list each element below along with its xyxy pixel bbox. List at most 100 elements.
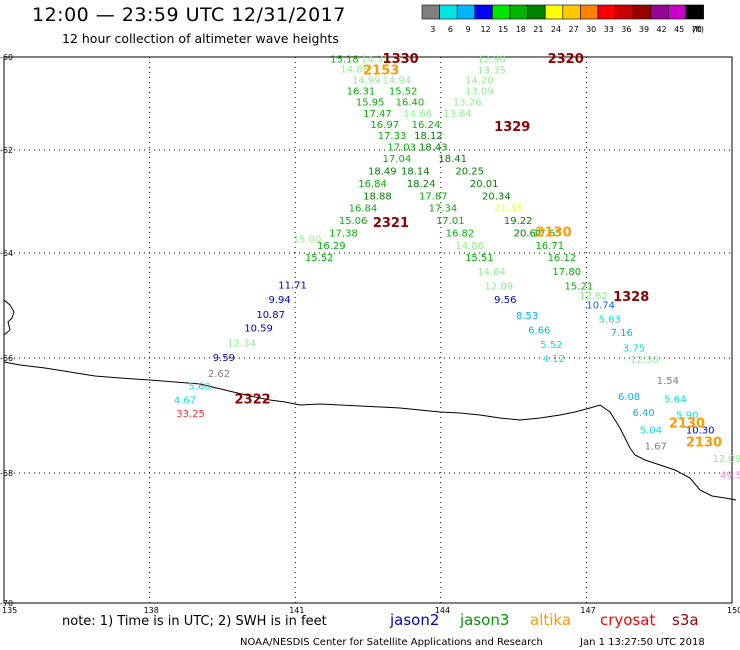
scale-tick-label: 33 (604, 25, 614, 34)
legend-entry: cryosat (600, 611, 655, 629)
wave-height-value: 5.90 (676, 410, 698, 421)
wave-height-value: 20.61 (514, 228, 543, 239)
wave-height-value: 12.90 (477, 54, 506, 65)
scale-swatch (544, 4, 564, 20)
wave-height-value: 18.49 (368, 167, 397, 178)
wave-height-value: 7.16 (611, 328, 633, 339)
wave-height-value: 12.09 (713, 454, 740, 465)
scale-tick-label: 39 (639, 25, 649, 34)
wave-height-value: 15.18 (330, 54, 359, 65)
wave-height-value: 17.01 (436, 216, 465, 227)
wave-height-value: 17.03 (387, 142, 416, 153)
timestamp-text: Jan 1 13:27:50 UTC 2018 (579, 637, 705, 648)
wave-height-value: 5.63 (599, 315, 621, 326)
legend-entry: s3a (672, 611, 699, 629)
wave-height-value: 12.34 (227, 338, 256, 349)
wave-height-value: 13.09 (465, 86, 494, 97)
wave-height-value: 33.25 (176, 409, 205, 420)
plot-frame (3, 56, 733, 604)
legend-entry: altika (530, 611, 571, 629)
scale-swatch (456, 4, 476, 20)
scale-swatch (439, 4, 458, 20)
wave-height-value: 5.52 (540, 340, 562, 351)
scale-tick-label: 12 (481, 25, 491, 34)
wave-height-value: 10.59 (244, 324, 273, 335)
wave-height-value: 5.60 (188, 382, 210, 393)
wave-height-value: 6.40 (633, 408, 655, 419)
wave-height-value: 49.55 (720, 470, 740, 481)
wave-height-value: 16.71 (535, 241, 564, 252)
wave-height-value: 14.66 (403, 109, 432, 120)
scale-tick-label: 30 (586, 25, 596, 34)
legend-entry: jason3 (459, 611, 509, 629)
longitude-labels: 135 138 141 144 147 150 (2, 606, 740, 615)
scale-swatch (632, 4, 652, 20)
wave-height-value: 19.22 (504, 216, 533, 227)
pass-time-label: 1330 (383, 52, 419, 67)
wave-height-value: 18.12 (414, 131, 443, 142)
scale-tick-label: 27 (569, 25, 579, 34)
map-title: 12:00 — 23:59 UTC 12/31/2017 (32, 4, 346, 26)
wave-height-value: 14.99 (352, 75, 381, 86)
longitude-label: 144 (435, 606, 450, 615)
wave-height-value: 5.04 (640, 425, 662, 436)
wave-height-value: 16.31 (347, 86, 376, 97)
wave-height-value: 15.21 (565, 282, 594, 293)
scale-swatch (668, 4, 687, 20)
wave-height-value: 10.87 (256, 310, 285, 321)
wave-height-value: 3.75 (623, 344, 645, 355)
wave-height-value: 10.30 (686, 425, 715, 436)
wave-height-value: 16.40 (396, 98, 425, 109)
longitude-label: 147 (580, 606, 595, 615)
wave-height-value: 16.29 (317, 241, 346, 252)
wave-height-value: 14.34 (361, 54, 390, 65)
wave-height-value: 21.35 (494, 204, 523, 215)
wave-height-value: 17.33 (378, 131, 407, 142)
scale-tick-label: 15 (498, 25, 508, 34)
latitude-label: -60 (0, 53, 13, 62)
latitude-label: -70 (0, 599, 13, 608)
wave-height-value: 1.67 (645, 441, 667, 452)
pass-time-label: 2153 (363, 64, 399, 79)
wave-height-value: 14.94 (383, 75, 412, 86)
wave-height-value: 14.20 (465, 75, 494, 86)
scale-swatch (685, 4, 704, 20)
scale-tick-label: 36 (621, 25, 631, 34)
wave-height-value: 12.89 (484, 282, 513, 293)
wave-height-value: 17.47 (363, 109, 392, 120)
pass-time-label: 2321 (373, 216, 409, 231)
wave-height-value: 17.38 (329, 228, 358, 239)
wave-height-value: 8.53 (516, 311, 538, 322)
scale-tick-label: 24 (551, 25, 561, 34)
wave-height-value: 16.12 (548, 253, 577, 264)
wave-height-value: 14.86 (455, 241, 484, 252)
note-text: note: 1) Time is in UTC; 2) SWH is in fe… (62, 614, 327, 629)
wave-height-value: 11.71 (278, 281, 307, 292)
scale-swatch (509, 4, 528, 20)
wave-height-value: 15.51 (465, 253, 494, 264)
scale-tick-label: 21 (533, 25, 543, 34)
wave-height-value: 2.62 (208, 369, 230, 380)
wave-height-value: 14.84 (477, 267, 506, 278)
wave-height-value: 9.56 (494, 295, 516, 306)
antarctic-coastline (3, 299, 737, 501)
wave-height-value: 17.80 (552, 267, 581, 278)
wave-height-value: 9.94 (269, 295, 291, 306)
latitude-label: -64 (0, 249, 13, 258)
map-subtitle: 12 hour collection of altimeter wave hei… (62, 31, 339, 46)
scale-swatch (562, 4, 581, 20)
wave-height-value: 6.08 (618, 392, 640, 403)
scale-swatch (474, 4, 493, 20)
wave-height-value: 9.59 (213, 353, 235, 364)
wave-height-value: 10.74 (586, 300, 615, 311)
wave-height-value: 4.67 (174, 395, 196, 406)
scale-swatch (492, 4, 511, 20)
wave-height-value: 15.95 (356, 98, 385, 109)
pass-time-label: 2130 (686, 435, 722, 450)
wave-height-value: 12.62 (579, 291, 608, 302)
scale-tick-label: 9 (465, 25, 470, 34)
